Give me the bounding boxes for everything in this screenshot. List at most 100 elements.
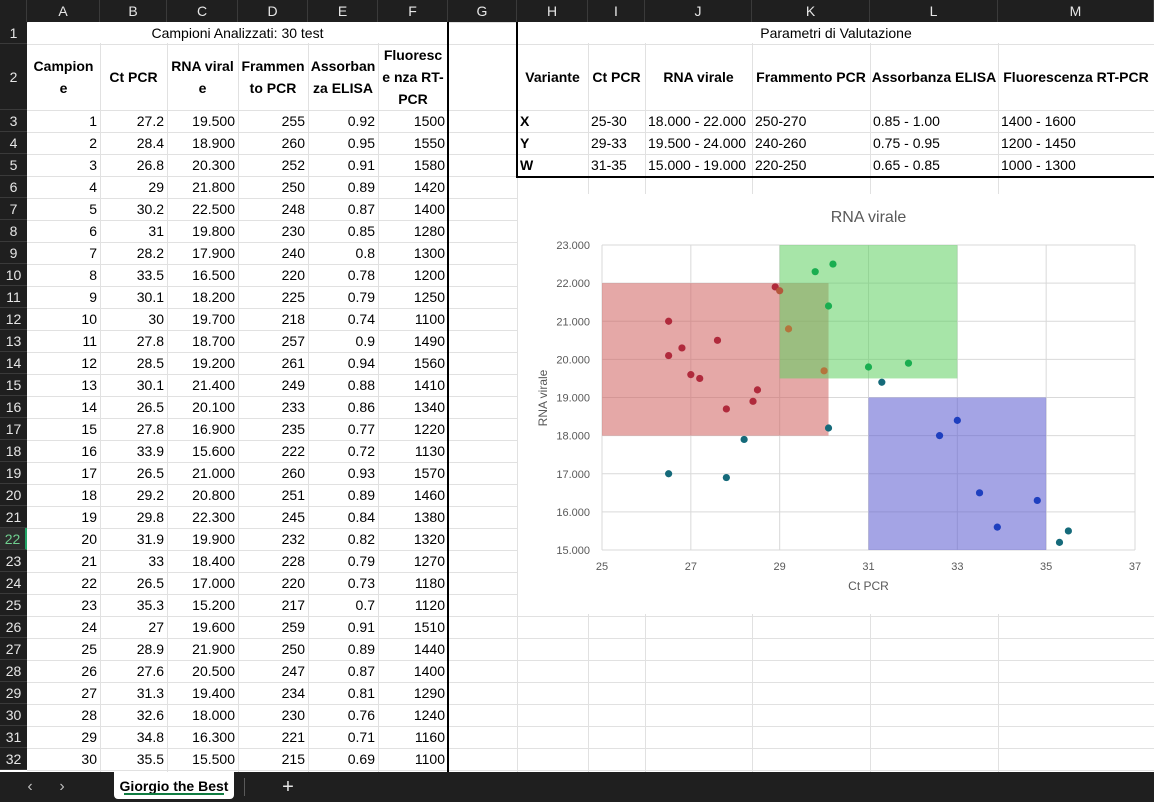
sample-cell[interactable]: 15.500 bbox=[192, 751, 235, 767]
sample-cell[interactable]: 20.500 bbox=[192, 663, 235, 679]
row-header-3[interactable]: 3 bbox=[0, 110, 27, 132]
sample-cell[interactable]: 19.500 bbox=[192, 113, 235, 129]
sample-cell[interactable]: 1460 bbox=[413, 487, 445, 503]
column-header-g[interactable]: G bbox=[448, 0, 517, 22]
variant-cell[interactable]: W bbox=[520, 157, 534, 173]
sample-cell[interactable]: 249 bbox=[281, 377, 305, 393]
sample-cell[interactable]: 0.86 bbox=[347, 399, 375, 415]
sample-cell[interactable]: 33.5 bbox=[136, 267, 164, 283]
sample-cell[interactable]: 0.69 bbox=[347, 751, 375, 767]
sample-cell[interactable]: 252 bbox=[281, 157, 305, 173]
sample-cell[interactable]: 19.600 bbox=[192, 619, 235, 635]
sample-cell[interactable]: 220 bbox=[281, 575, 305, 591]
row-header-28[interactable]: 28 bbox=[0, 660, 27, 682]
right-header-3[interactable]: Frammento PCR bbox=[753, 45, 869, 109]
row-header-6[interactable]: 6 bbox=[0, 176, 27, 198]
row-header-21[interactable]: 21 bbox=[0, 506, 27, 528]
sample-cell[interactable]: 1440 bbox=[413, 641, 445, 657]
column-header-b[interactable]: B bbox=[100, 0, 167, 22]
sample-cell[interactable]: 33 bbox=[148, 553, 164, 569]
sample-cell[interactable]: 10 bbox=[81, 311, 97, 327]
sample-cell[interactable]: 33.9 bbox=[136, 443, 164, 459]
left-table-title[interactable]: Campioni Analizzati: 30 test bbox=[28, 22, 447, 43]
sample-cell[interactable]: 1510 bbox=[413, 619, 445, 635]
sample-cell[interactable]: 35.5 bbox=[136, 751, 164, 767]
sample-cell[interactable]: 0.89 bbox=[347, 641, 375, 657]
sample-cell[interactable]: 0.7 bbox=[355, 597, 375, 613]
sample-cell[interactable]: 31 bbox=[148, 223, 164, 239]
sample-cell[interactable]: 215 bbox=[281, 751, 305, 767]
variant-cell[interactable]: 15.000 - 19.000 bbox=[648, 157, 747, 173]
sample-cell[interactable]: 18.200 bbox=[192, 289, 235, 305]
sample-cell[interactable]: 15.600 bbox=[192, 443, 235, 459]
sample-cell[interactable]: 0.85 bbox=[347, 223, 375, 239]
sample-cell[interactable]: 0.87 bbox=[347, 663, 375, 679]
sample-cell[interactable]: 21.900 bbox=[192, 641, 235, 657]
row-header-11[interactable]: 11 bbox=[0, 286, 27, 308]
row-header-13[interactable]: 13 bbox=[0, 330, 27, 352]
sample-cell[interactable]: 15 bbox=[81, 421, 97, 437]
sample-cell[interactable]: 1240 bbox=[413, 707, 445, 723]
sample-cell[interactable]: 248 bbox=[281, 201, 305, 217]
sample-cell[interactable]: 15.200 bbox=[192, 597, 235, 613]
right-header-5[interactable]: Fluorescenza RT-PCR bbox=[999, 45, 1153, 109]
sample-cell[interactable]: 32.6 bbox=[136, 707, 164, 723]
sample-cell[interactable]: 0.88 bbox=[347, 377, 375, 393]
row-header-12[interactable]: 12 bbox=[0, 308, 27, 330]
sample-cell[interactable]: 19.400 bbox=[192, 685, 235, 701]
sample-cell[interactable]: 1180 bbox=[414, 575, 445, 591]
sample-cell[interactable]: 28.5 bbox=[136, 355, 164, 371]
sample-cell[interactable]: 26 bbox=[81, 663, 97, 679]
column-header-h[interactable]: H bbox=[517, 0, 588, 22]
right-table-title[interactable]: Parametri di Valutazione bbox=[518, 22, 1154, 43]
sample-cell[interactable]: 4 bbox=[89, 179, 97, 195]
row-header-22[interactable]: 22 bbox=[0, 528, 27, 550]
sample-cell[interactable]: 26.5 bbox=[136, 575, 164, 591]
sample-cell[interactable]: 1550 bbox=[413, 135, 445, 151]
sample-cell[interactable]: 22.500 bbox=[192, 201, 235, 217]
sample-cell[interactable]: 28.2 bbox=[136, 245, 164, 261]
sheet-tab-giorgio[interactable]: Giorgio the Best bbox=[114, 772, 234, 799]
sample-cell[interactable]: 26.8 bbox=[136, 157, 164, 173]
sample-cell[interactable]: 18.400 bbox=[192, 553, 235, 569]
sample-cell[interactable]: 30.2 bbox=[136, 201, 164, 217]
sample-cell[interactable]: 1270 bbox=[413, 553, 445, 569]
sample-cell[interactable]: 21.800 bbox=[192, 179, 235, 195]
sample-cell[interactable]: 232 bbox=[281, 531, 305, 547]
column-header-f[interactable]: F bbox=[378, 0, 448, 22]
sample-cell[interactable]: 0.74 bbox=[347, 311, 375, 327]
sample-cell[interactable]: 20.800 bbox=[192, 487, 235, 503]
sample-cell[interactable]: 1340 bbox=[413, 399, 445, 415]
sample-cell[interactable]: 23 bbox=[81, 597, 97, 613]
sample-cell[interactable]: 34.8 bbox=[136, 729, 164, 745]
variant-cell[interactable]: 25-30 bbox=[591, 113, 627, 129]
variant-cell[interactable]: 31-35 bbox=[591, 157, 627, 173]
sample-cell[interactable]: 29 bbox=[148, 179, 164, 195]
sample-cell[interactable]: 25 bbox=[81, 641, 97, 657]
sample-cell[interactable]: 20.300 bbox=[192, 157, 235, 173]
sample-cell[interactable]: 17.000 bbox=[192, 575, 235, 591]
row-header-20[interactable]: 20 bbox=[0, 484, 27, 506]
sample-cell[interactable]: 27.2 bbox=[136, 113, 164, 129]
row-header-14[interactable]: 14 bbox=[0, 352, 27, 374]
sample-cell[interactable]: 6 bbox=[89, 223, 97, 239]
sample-cell[interactable]: 0.77 bbox=[347, 421, 375, 437]
sample-cell[interactable]: 251 bbox=[281, 487, 305, 503]
sample-cell[interactable]: 0.76 bbox=[347, 707, 375, 723]
sample-cell[interactable]: 1320 bbox=[413, 531, 445, 547]
column-header-l[interactable]: L bbox=[870, 0, 998, 22]
row-header-16[interactable]: 16 bbox=[0, 396, 27, 418]
sample-cell[interactable]: 1380 bbox=[413, 509, 445, 525]
sample-cell[interactable]: 0.89 bbox=[347, 487, 375, 503]
sample-cell[interactable]: 30 bbox=[81, 751, 97, 767]
sample-cell[interactable]: 245 bbox=[281, 509, 305, 525]
row-header-30[interactable]: 30 bbox=[0, 704, 27, 726]
sample-cell[interactable]: 3 bbox=[89, 157, 97, 173]
row-header-32[interactable]: 32 bbox=[0, 748, 27, 770]
sample-cell[interactable]: 1100 bbox=[414, 311, 445, 327]
column-header-k[interactable]: K bbox=[752, 0, 870, 22]
row-header-7[interactable]: 7 bbox=[0, 198, 27, 220]
sample-cell[interactable]: 221 bbox=[281, 729, 305, 745]
sample-cell[interactable]: 26.5 bbox=[136, 465, 164, 481]
sample-cell[interactable]: 5 bbox=[89, 201, 97, 217]
